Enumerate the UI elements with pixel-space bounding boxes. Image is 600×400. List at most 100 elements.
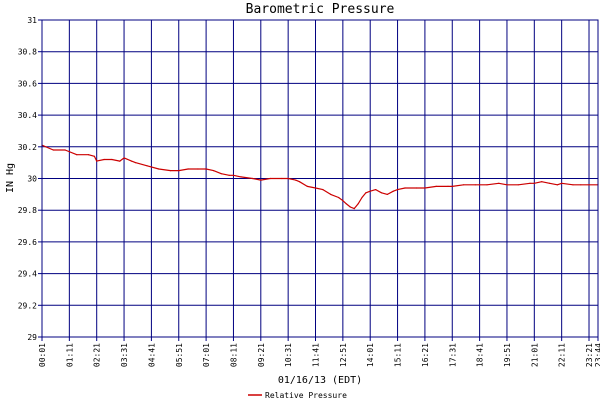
data-point — [96, 160, 98, 162]
data-point — [435, 185, 437, 187]
x-tick-label: 03:31 — [120, 343, 129, 367]
y-tick-label: 30 — [27, 175, 37, 184]
x-axis-ticks: 00:01 01:11 02:21 03:31 04:41 05:51 07:01 08:11… — [38, 337, 600, 367]
x-axis-label: 01/16/13 (EDT) — [278, 375, 362, 386]
data-point — [64, 149, 66, 151]
x-tick-label: 15:11 — [394, 343, 403, 367]
data-point — [365, 192, 367, 194]
x-tick-label: 12:51 — [339, 343, 348, 367]
data-point — [212, 170, 215, 172]
data-point — [76, 154, 78, 156]
x-tick-label: 10:31 — [284, 343, 293, 367]
data-point — [123, 157, 125, 159]
data-point — [342, 200, 344, 202]
x-tick-label: 11:41 — [312, 343, 321, 367]
data-point — [228, 174, 230, 176]
data-point — [451, 185, 453, 187]
data-point — [463, 184, 465, 186]
data-point — [357, 203, 359, 205]
y-tick-label: 30.4 — [18, 111, 37, 120]
x-tick-label: 02:21 — [93, 343, 102, 367]
data-point — [386, 193, 388, 195]
x-tick-label: 09:21 — [257, 343, 266, 367]
data-point — [232, 174, 235, 176]
data-point — [416, 187, 418, 189]
x-tick-label: 07:01 — [202, 343, 211, 367]
x-tick-label: 05:51 — [175, 343, 184, 367]
data-point — [252, 177, 254, 180]
data-point — [474, 184, 476, 186]
data-point — [345, 203, 347, 205]
y-tick-label: 29.4 — [18, 270, 37, 279]
y-tick-label: 30.8 — [18, 48, 37, 57]
x-tick-label: 22:11 — [558, 343, 567, 367]
data-point — [529, 182, 531, 184]
y-tick-label: 31 — [27, 16, 37, 25]
data-point — [169, 170, 172, 172]
data-point — [134, 162, 136, 164]
data-point — [506, 184, 508, 186]
y-axis-label: IN Hg — [5, 163, 16, 193]
data-point — [330, 193, 332, 195]
data-point — [580, 184, 582, 186]
legend-label-relative-pressure: Relative Pressure — [265, 391, 347, 400]
data-point — [556, 184, 559, 186]
data-point — [287, 177, 289, 180]
y-tick-label: 29.8 — [18, 206, 37, 215]
legend: Relative Pressure — [248, 391, 347, 400]
data-point — [240, 176, 242, 178]
data-point — [306, 185, 308, 187]
data-point — [93, 155, 95, 157]
data-point — [486, 184, 488, 186]
y-tick-label: 30.6 — [18, 79, 37, 88]
x-tick-label: 04:41 — [147, 343, 156, 367]
data-point — [397, 189, 399, 191]
data-point — [146, 165, 148, 167]
data-point — [322, 189, 324, 191]
data-point — [338, 196, 340, 199]
data-point — [178, 170, 180, 172]
data-point — [361, 196, 363, 199]
y-tick-label: 29.6 — [18, 238, 37, 247]
data-point — [119, 160, 121, 162]
data-point — [197, 168, 199, 170]
x-tick-label: 17:31 — [448, 343, 457, 367]
data-point — [260, 179, 262, 181]
data-point — [353, 208, 355, 210]
data-point — [52, 149, 54, 151]
data-point — [479, 184, 481, 186]
x-tick-label: 14:01 — [366, 343, 375, 367]
data-point — [392, 190, 394, 192]
data-point — [561, 182, 563, 184]
data-point — [298, 181, 301, 183]
x-tick-label: 23:44 — [594, 343, 600, 367]
data-point — [549, 182, 551, 184]
data-point — [158, 168, 160, 170]
y-tick-label: 29 — [27, 333, 37, 342]
data-point — [517, 184, 519, 186]
plot-frame — [41, 19, 599, 338]
data-point — [187, 168, 189, 170]
data-point — [130, 160, 133, 162]
y-tick-label: 30.2 — [18, 143, 37, 152]
x-tick-label: 00:01 — [38, 343, 47, 367]
data-point — [220, 173, 222, 175]
data-point — [541, 181, 543, 183]
y-tick-label: 29.2 — [18, 301, 37, 310]
data-point — [111, 158, 113, 161]
data-point — [375, 189, 377, 191]
data-point — [295, 179, 297, 181]
chart-title: Barometric Pressure — [246, 2, 395, 17]
data-point — [533, 182, 535, 184]
data-point — [424, 187, 426, 189]
data-point — [87, 154, 90, 156]
x-tick-label: 08:11 — [229, 343, 238, 367]
data-point — [380, 192, 383, 194]
x-tick-label: 18:41 — [476, 343, 485, 367]
data-point — [404, 187, 406, 189]
data-point — [103, 158, 105, 161]
series-layer — [41, 144, 599, 210]
data-point — [205, 168, 207, 170]
data-point — [369, 190, 371, 192]
